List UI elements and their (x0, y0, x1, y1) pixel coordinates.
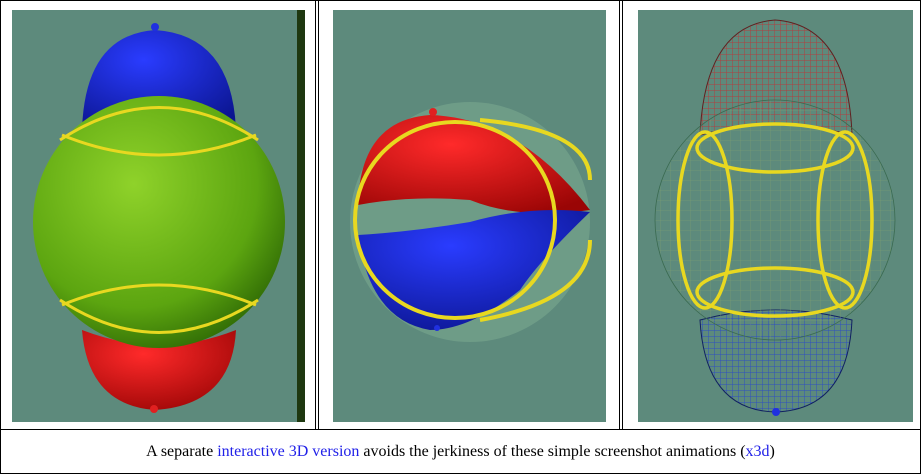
interactive-link[interactable]: interactive 3D version (217, 443, 360, 460)
image-3 (638, 10, 913, 422)
x3d-link[interactable]: x3d (745, 443, 770, 460)
image-2 (333, 10, 606, 422)
caption-text: ) (769, 443, 775, 460)
caption-text: A separate (146, 443, 218, 460)
image-1 (12, 10, 305, 422)
caption: A separate interactive 3D version avoids… (1, 432, 920, 472)
caption-text: avoids the jerkiness of these simple scr… (359, 443, 746, 460)
